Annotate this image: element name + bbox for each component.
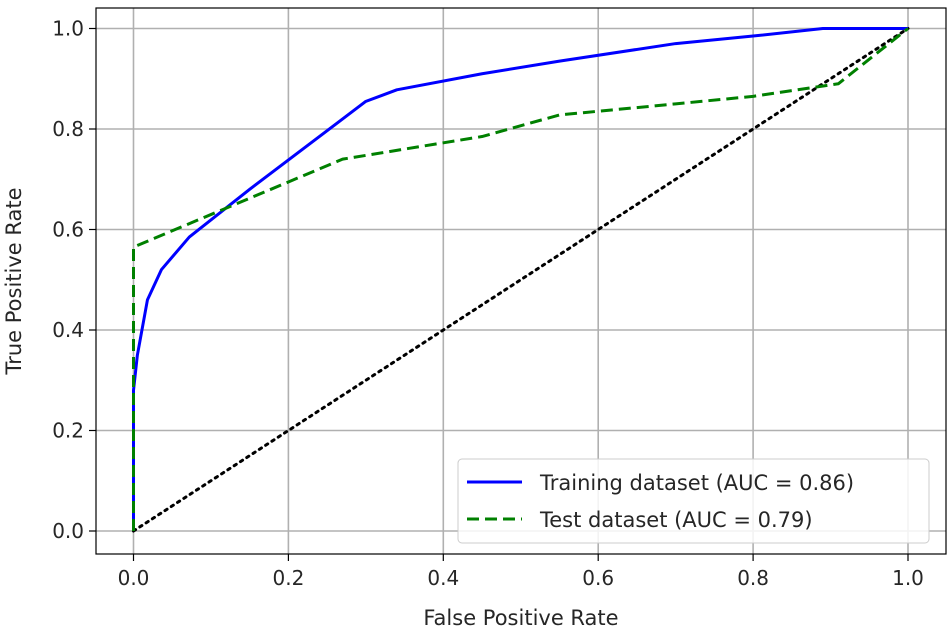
legend-label-test: Test dataset (AUC = 0.79) [539,508,813,532]
series-layer [132,27,910,533]
y-tick-label: 0.0 [52,519,84,543]
legend: Training dataset (AUC = 0.86) Test datas… [457,458,930,544]
y-tick-label: 0.8 [52,117,84,141]
legend-label-training: Training dataset (AUC = 0.86) [539,471,854,495]
training-roc-line [132,27,908,531]
y-tick-label: 0.4 [52,318,84,342]
x-tick-label: 1.0 [892,566,924,590]
plot-frame [95,7,947,555]
x-axis-label: False Positive Rate [423,606,618,630]
legend-box [457,458,930,544]
test-roc-line [132,27,909,531]
y-tick-label: 0.2 [52,419,84,443]
y-tick-label: 0.6 [52,218,84,242]
grid-layer [96,8,946,554]
y-tick-label: 1.0 [52,17,84,41]
x-tick-label: 0.4 [427,566,459,590]
tick-layer: 0.0 0.2 0.4 0.6 0.8 1.0 0.0 0.2 0.4 0.6 0.8 1.0 [52,17,924,591]
x-tick-label: 0.0 [118,566,150,590]
y-axis-label: True Positive Rate [2,187,26,375]
x-tick-label: 0.8 [737,566,769,590]
chance-diagonal-line [132,27,910,533]
x-tick-label: 0.6 [582,566,614,590]
x-tick-label: 0.2 [272,566,304,590]
